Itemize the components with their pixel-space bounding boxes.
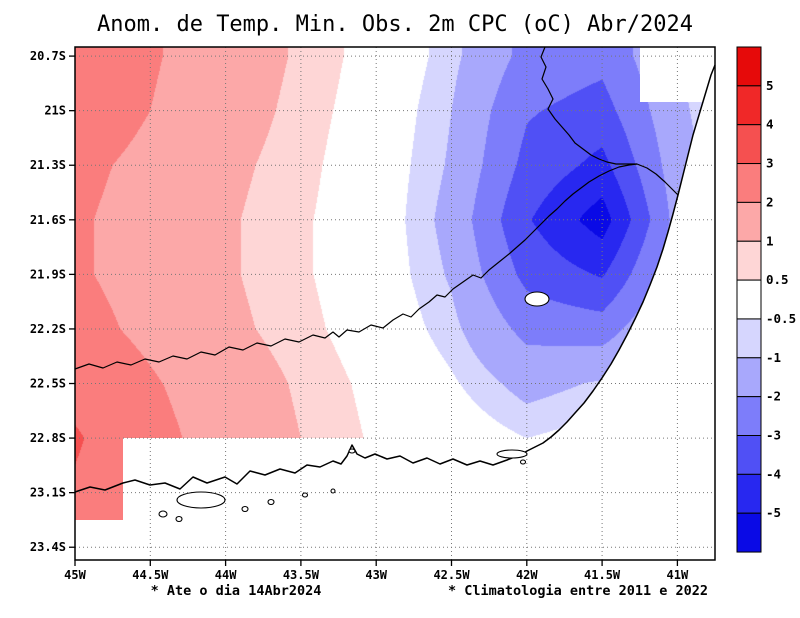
colorbar-label: 5 [766,78,774,93]
colorbar-segment [736,396,762,436]
y-tick-label: 22.8S [30,431,66,445]
colorbar-segment [736,279,762,320]
x-tick-label: 41W [667,568,689,582]
island-outline [348,448,356,454]
island-outline [176,491,226,509]
coastline [74,64,716,493]
x-tick-label: 45W [64,568,86,582]
ocean-mask [123,65,715,560]
x-tick-label: 41.5W [584,568,621,582]
colorbar-label: 3 [766,156,774,171]
colorbar-segment [736,85,762,126]
colorbar-segment [736,240,762,281]
chart-title: Anom. de Temp. Min. Obs. 2m CPC (oC) Abr… [96,12,694,37]
no-data-south-band [123,438,391,560]
colorbar-label: 2 [766,194,774,209]
island-outline [267,498,275,506]
no-data-north-east-notch [640,47,715,102]
y-tick-label: 23.4S [30,540,66,554]
y-tick-label: 22.5S [30,377,66,391]
y-tick-label: 21S [44,104,66,118]
x-tick-label: 44W [215,568,237,582]
lagoon-outline [524,291,550,307]
colorbar-label: -5 [766,505,781,520]
x-tick-label: 44.5W [132,568,169,582]
colorbar-label: -3 [766,428,781,443]
island-outline [241,505,249,513]
plot-group: 45W 44.5W 44W 43.5W 43W 42.5W 42W 41.5W 41W 20.7S… [30,46,716,582]
colorbar-label: -1 [766,350,781,365]
lagoon-outline [496,449,528,459]
x-tick-label: 43.5W [283,568,320,582]
colorbar-segment [736,318,762,359]
y-tick-label: 23.1S [30,486,66,500]
colorbar-label: 0.5 [766,272,789,287]
footnote-climatology: * Climatologia entre 2011 e 2022 [447,583,709,599]
colorbar-segment [736,512,762,553]
x-tick-label: 42W [516,568,538,582]
colorbar-label: 1 [766,233,774,248]
colorbar-label: -2 [766,389,781,404]
island-outline [301,492,309,498]
y-tick-label: 21.3S [30,158,66,172]
colorbar-label: -0.5 [766,311,796,326]
colorbar-segment [736,46,762,87]
colorbar-segment [736,201,762,242]
colorbar-segment [736,163,762,203]
footnote-date: * Ate o dia 14Abr2024 [150,583,322,599]
no-data-bottom-left [75,520,123,560]
island-outline [330,488,336,494]
colorbar-segment [736,435,762,475]
x-tick-label: 43W [365,568,387,582]
plot-frame [74,46,716,561]
colorbar-segment [736,124,762,165]
island-outline [158,510,168,518]
x-tick-label: 42.5W [433,568,470,582]
y-tick-label: 21.9S [30,267,66,281]
colorbar-label: 4 [766,117,774,132]
y-tick-label: 20.7S [30,49,66,63]
island-outline [519,459,527,465]
y-tick-label: 21.6S [30,213,66,227]
y-tick-label: 22.2S [30,322,66,336]
colorbar-segment [736,357,762,398]
state-border-west [74,163,638,370]
island-outline [175,515,183,523]
state-border-north [540,46,679,196]
colorbar-segment [736,473,762,514]
colorbar-label: -4 [766,466,781,481]
